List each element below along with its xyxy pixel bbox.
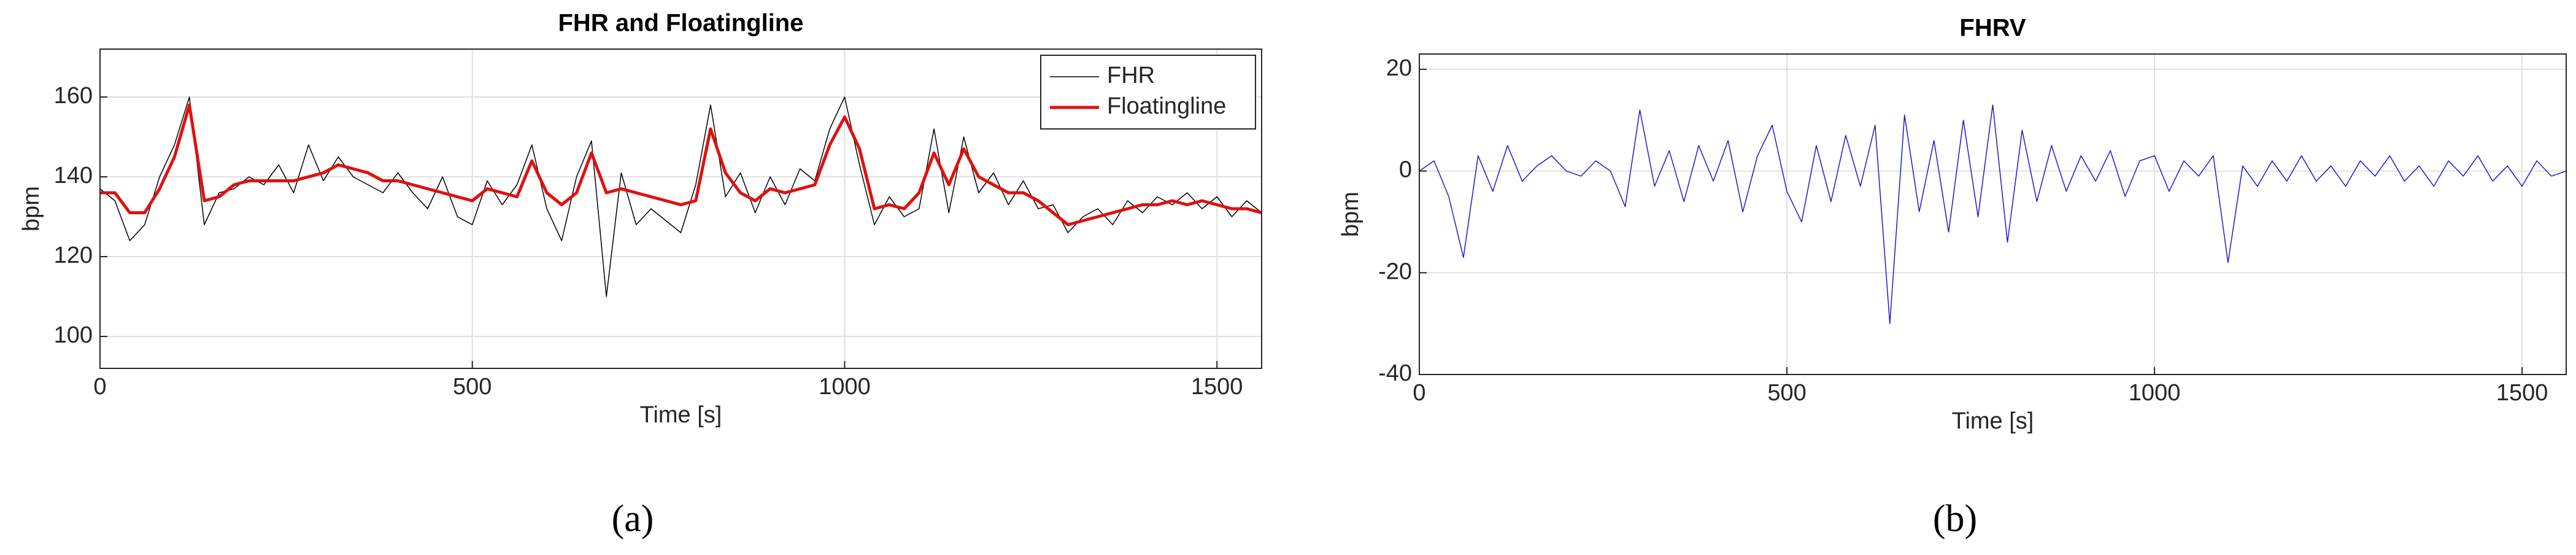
x-tick-label: 500 — [1767, 380, 1806, 406]
x-tick-label: 1000 — [2129, 380, 2181, 406]
axes-box — [1419, 53, 2567, 375]
y-tick-label: 160 — [54, 83, 93, 109]
caption: (b) — [1933, 498, 1977, 540]
chart-title: FHRV — [1959, 15, 2026, 42]
legend-label: FHR — [1107, 63, 1155, 88]
x-tick-label: 0 — [93, 374, 106, 400]
data-line — [100, 103, 1262, 227]
y-tick-label: 140 — [54, 163, 93, 188]
data-line — [1419, 104, 2567, 324]
plot-area — [1419, 54, 2566, 375]
legend-box — [1040, 55, 1256, 130]
y-tick-label: 120 — [54, 243, 93, 268]
y-tick-label: 0 — [1399, 157, 1412, 183]
y-tick-label: -40 — [1378, 360, 1412, 386]
x-tick-label: 1500 — [2496, 380, 2548, 406]
caption: (a) — [612, 498, 654, 540]
x-axis-label: Time [s] — [640, 402, 722, 428]
legend-label: Floatingline — [1107, 93, 1226, 119]
data-line — [99, 96, 1262, 297]
x-tick-label: 500 — [453, 374, 492, 400]
y-axis-label: bpm — [1338, 192, 1363, 237]
y-tick-label: 20 — [1386, 55, 1412, 81]
y-axis-label: bpm — [18, 186, 44, 231]
y-tick-label: 100 — [54, 322, 93, 348]
chart-title: FHR and Floatingline — [558, 10, 804, 37]
x-tick-label: 1500 — [1191, 374, 1243, 400]
x-tick-label: 1000 — [819, 374, 871, 400]
x-tick-label: 0 — [1413, 380, 1425, 406]
y-tick-label: -20 — [1378, 258, 1412, 284]
x-axis-label: Time [s] — [1952, 408, 2034, 434]
axes-box — [99, 49, 1262, 369]
